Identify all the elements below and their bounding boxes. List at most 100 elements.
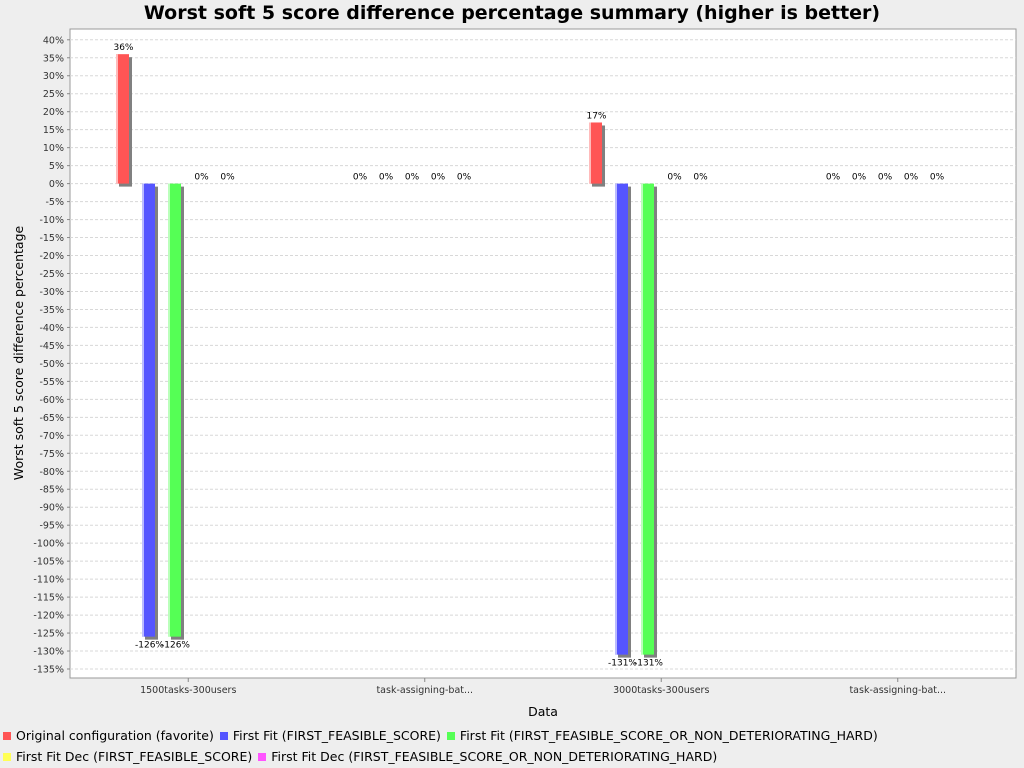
- legend-swatch: [446, 731, 455, 740]
- y-tick-label: -10%: [39, 215, 64, 226]
- y-tick-label: -50%: [39, 359, 64, 370]
- bar[interactable]: [641, 183, 654, 655]
- y-tick-label: 25%: [43, 89, 64, 100]
- bar-highlight: [168, 183, 170, 637]
- y-tick-label: 15%: [43, 125, 64, 136]
- y-tick-label: 30%: [43, 71, 64, 82]
- bar[interactable]: [589, 122, 602, 184]
- data-label: 0%: [852, 173, 867, 183]
- y-axis-ticks: -135% -130% -125% -120% -115% -110% -105% -100%…: [33, 35, 70, 676]
- y-tick-label: -130%: [33, 647, 64, 658]
- y-tick-label: 5%: [49, 161, 64, 172]
- bar[interactable]: [142, 183, 155, 637]
- data-label: 0%: [667, 173, 682, 183]
- y-tick-label: -30%: [39, 287, 64, 298]
- data-label: 0%: [457, 173, 472, 183]
- y-tick-label: -120%: [33, 611, 64, 622]
- y-tick-label: -55%: [39, 377, 64, 388]
- y-tick-label: 40%: [43, 35, 64, 46]
- data-label: 0%: [693, 173, 708, 183]
- legend-swatch: [258, 752, 267, 761]
- legend-swatch: [219, 731, 228, 740]
- y-tick-label: -5%: [46, 197, 65, 208]
- y-tick-label: -85%: [39, 485, 64, 496]
- data-label: -131%: [608, 659, 637, 669]
- y-tick-label: -100%: [33, 539, 64, 550]
- y-tick-label: -45%: [39, 341, 64, 352]
- bar[interactable]: [168, 183, 181, 637]
- legend-label: First Fit Dec (FIRST_FEASIBLE_SCORE_OR_N…: [271, 749, 718, 764]
- y-tick-label: -90%: [39, 503, 64, 514]
- data-label: 0%: [826, 173, 841, 183]
- data-label: 0%: [379, 173, 394, 183]
- x-tick-label: 3000tasks-300users: [613, 685, 709, 696]
- data-label: 36%: [113, 43, 133, 53]
- data-label: 0%: [878, 173, 893, 183]
- bar-highlight: [615, 183, 617, 655]
- chart-title: Worst soft 5 score difference percentage…: [143, 2, 881, 24]
- bar-chart: -135% -130% -125% -120% -115% -110% -105% -100%…: [11, 28, 1017, 719]
- y-tick-label: 20%: [43, 107, 64, 118]
- y-tick-label: -20%: [39, 251, 64, 262]
- plot-area: [69, 28, 1017, 679]
- data-label: 0%: [431, 173, 446, 183]
- legend-swatch: [3, 731, 11, 740]
- legend-label: Original configuration (favorite): [16, 728, 214, 743]
- legend-label: First Fit (FIRST_FEASIBLE_SCORE_OR_NON_D…: [459, 728, 878, 743]
- y-tick-label: 35%: [43, 53, 64, 64]
- legend-swatch: [3, 752, 11, 761]
- bar-highlight: [142, 183, 144, 637]
- x-tick-label: task-assigning-bat...: [849, 685, 946, 696]
- bar-highlight: [641, 183, 643, 655]
- y-tick-label: -25%: [39, 269, 64, 280]
- y-tick-label: -40%: [39, 323, 64, 334]
- legend-item: First Fit Dec (FIRST_FEASIBLE_SCORE_OR_N…: [258, 746, 717, 767]
- data-label: 17%: [586, 111, 606, 121]
- x-axis-label: Data: [528, 704, 558, 719]
- y-tick-label: -70%: [39, 431, 64, 442]
- y-tick-label: -135%: [33, 665, 64, 676]
- legend-row: Original configuration (favorite) First F…: [3, 725, 1021, 746]
- data-labels: 36% -126%-126% 0% 0% 0% 0% 0% 0% 0% 17% -131%-131%…: [113, 43, 944, 668]
- legend-item: Original configuration (favorite): [3, 725, 214, 746]
- x-axis-ticks: 1500tasks-300users task-assigning-bat... 3…: [140, 678, 946, 696]
- grid-lines: [70, 39, 1016, 670]
- data-label: 0%: [904, 173, 919, 183]
- data-label: -131%: [634, 659, 663, 669]
- y-tick-label: -35%: [39, 305, 64, 316]
- bar-highlight: [589, 122, 591, 184]
- legend-item: First Fit (FIRST_FEASIBLE_SCORE_OR_NON_D…: [446, 725, 878, 746]
- data-label: 0%: [353, 173, 368, 183]
- y-tick-label: -60%: [39, 395, 64, 406]
- data-label: -126%: [135, 641, 164, 651]
- y-axis-label: Worst soft 5 score difference percentage: [11, 225, 26, 480]
- legend-item: First Fit Dec (FIRST_FEASIBLE_SCORE): [3, 746, 252, 767]
- legend-item: First Fit (FIRST_FEASIBLE_SCORE): [219, 725, 441, 746]
- x-tick-label: task-assigning-bat...: [376, 685, 473, 696]
- legend-label: First Fit Dec (FIRST_FEASIBLE_SCORE): [16, 749, 253, 764]
- y-tick-label: -95%: [39, 521, 64, 532]
- legend-row: First Fit Dec (FIRST_FEASIBLE_SCORE) Firs…: [3, 746, 1021, 767]
- y-tick-label: -110%: [33, 575, 64, 586]
- y-tick-label: -75%: [39, 449, 64, 460]
- y-tick-label: 10%: [43, 143, 64, 154]
- legend: Original configuration (favorite) First F…: [3, 725, 1021, 767]
- legend-label: First Fit (FIRST_FEASIBLE_SCORE): [232, 728, 441, 743]
- bar[interactable]: [116, 54, 129, 184]
- bar[interactable]: [615, 183, 628, 655]
- data-label: 0%: [194, 173, 209, 183]
- data-label: 0%: [930, 173, 945, 183]
- y-tick-label: -125%: [33, 629, 64, 640]
- y-tick-label: -80%: [39, 467, 64, 478]
- bar-highlight: [116, 54, 118, 184]
- y-tick-label: -15%: [39, 233, 64, 244]
- y-tick-label: 0%: [49, 179, 64, 190]
- data-label: 0%: [405, 173, 420, 183]
- data-label: -126%: [161, 641, 190, 651]
- y-tick-label: -105%: [33, 557, 64, 568]
- bars: [116, 54, 657, 658]
- x-tick-label: 1500tasks-300users: [140, 685, 236, 696]
- y-tick-label: -65%: [39, 413, 64, 424]
- y-tick-label: -115%: [33, 593, 64, 604]
- data-label: 0%: [220, 173, 235, 183]
